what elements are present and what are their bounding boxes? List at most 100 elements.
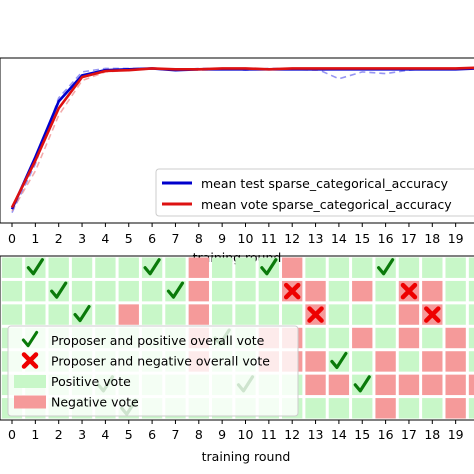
positive-vote-cell [25,304,46,325]
x-tick-label: 10 [238,427,254,442]
x-tick-label: 4 [101,427,109,442]
positive-vote-cell [328,280,350,302]
x-tick-label: 19 [448,427,464,442]
positive-vote-cell [445,257,466,278]
positive-vote-cell [398,398,420,419]
vote-legend: Proposer and positive overall vote Propos… [7,325,299,417]
negative-vote-cell [445,351,466,372]
x-tick-label: 5 [125,427,133,442]
negative-vote-cell [118,304,139,325]
accuracy-series-group [10,66,474,213]
negative-vote-cell [352,327,373,349]
positive-vote-cell [328,304,350,325]
positive-vote-swatch [14,375,46,388]
negative-vote-cell [188,257,209,278]
positive-vote-cell [165,304,186,325]
x-tick-label: 11 [261,231,277,246]
negative-vote-cell [422,374,443,396]
positive-vote-cell [445,304,466,325]
x-tick-label: 1 [31,427,39,442]
positive-vote-cell [352,398,373,419]
check-marker [143,258,161,276]
positive-vote-cell [422,398,443,419]
negative-vote-cell [305,374,326,396]
x-tick-label: 0 [8,427,16,442]
cross-marker [424,306,441,323]
positive-vote-cell [118,280,139,302]
x-tick-label: 3 [78,231,86,246]
positive-vote-cell [352,257,373,278]
x-tick-label: 17 [401,231,417,246]
x-tick-label: 1 [31,231,39,246]
positive-vote-cell [235,280,256,302]
vote-heatmap-frame [0,255,474,421]
x-tick-label: 9 [218,427,226,442]
positive-vote-cell [468,351,474,372]
x-tick-label: 4 [101,231,109,246]
negative-vote-cell [445,374,466,396]
positive-vote-cell [165,257,186,278]
positive-vote-cell [375,327,396,349]
cross-marker [21,352,39,369]
positive-vote-cell [468,398,474,419]
vote-x-axis-label: training round [202,449,291,464]
check-marker [377,258,395,276]
negative-vote-cell [188,280,209,302]
legend-label-0: mean test sparse_categorical_accuracy [201,176,449,191]
check-marker [26,258,44,276]
x-tick-label: 9 [218,231,226,246]
positive-vote-cell [141,280,163,302]
x-tick-label: 16 [378,427,394,442]
positive-vote-cell [71,280,93,302]
x-tick-label: 6 [148,231,156,246]
positive-vote-cell [282,304,303,325]
negative-vote-cell [188,304,209,325]
accuracy-x-ticks: 0123456789101112131415161718192 [8,223,464,246]
x-tick-label: 0 [8,231,16,246]
vote-legend-label: Proposer and negative overall vote [51,354,270,369]
positive-vote-cell [468,327,474,349]
positive-vote-cell [235,304,256,325]
x-tick-label: 12 [284,231,300,246]
x-tick-label: 12 [284,427,300,442]
check-marker [260,258,278,276]
x-tick-label: 2 [55,427,63,442]
x-tick-label: 10 [238,231,254,246]
positive-vote-cell [445,280,466,302]
x-tick-label: 7 [171,231,179,246]
x-tick-label: 11 [261,427,277,442]
negative-vote-swatch [14,395,46,409]
series-line-1 [10,66,474,208]
negative-vote-cell [445,327,466,349]
x-tick-label: 13 [308,427,324,442]
negative-vote-cell [305,280,326,302]
x-tick-label: 16 [378,231,394,246]
positive-vote-cell [141,304,163,325]
x-tick-label: 14 [331,427,347,442]
x-tick-label: 19 [448,231,464,246]
positive-vote-cell [398,257,420,278]
negative-vote-cell [305,351,326,372]
check-marker [21,330,39,348]
x-tick-label: 17 [401,427,417,442]
negative-vote-cell [398,327,420,349]
positive-vote-cell [258,304,280,325]
accuracy-legend-box [155,168,474,217]
positive-vote-cell [352,304,373,325]
check-marker [166,281,185,299]
accuracy-legend: mean test sparse_categorical_accuracymea… [155,168,474,217]
x-tick-label: 3 [78,427,86,442]
positive-vote-cell [468,280,474,302]
negative-vote-cell [375,374,396,396]
positive-vote-cell [48,257,69,278]
x-tick-label: 8 [195,231,203,246]
positive-vote-cell [95,304,116,325]
check-marker [330,351,348,370]
positive-vote-cell [422,257,443,278]
x-tick-label: 13 [308,231,324,246]
positive-vote-cell [211,280,233,302]
positive-vote-cell [258,280,280,302]
positive-vote-cell [1,257,23,278]
positive-vote-cell [211,304,233,325]
